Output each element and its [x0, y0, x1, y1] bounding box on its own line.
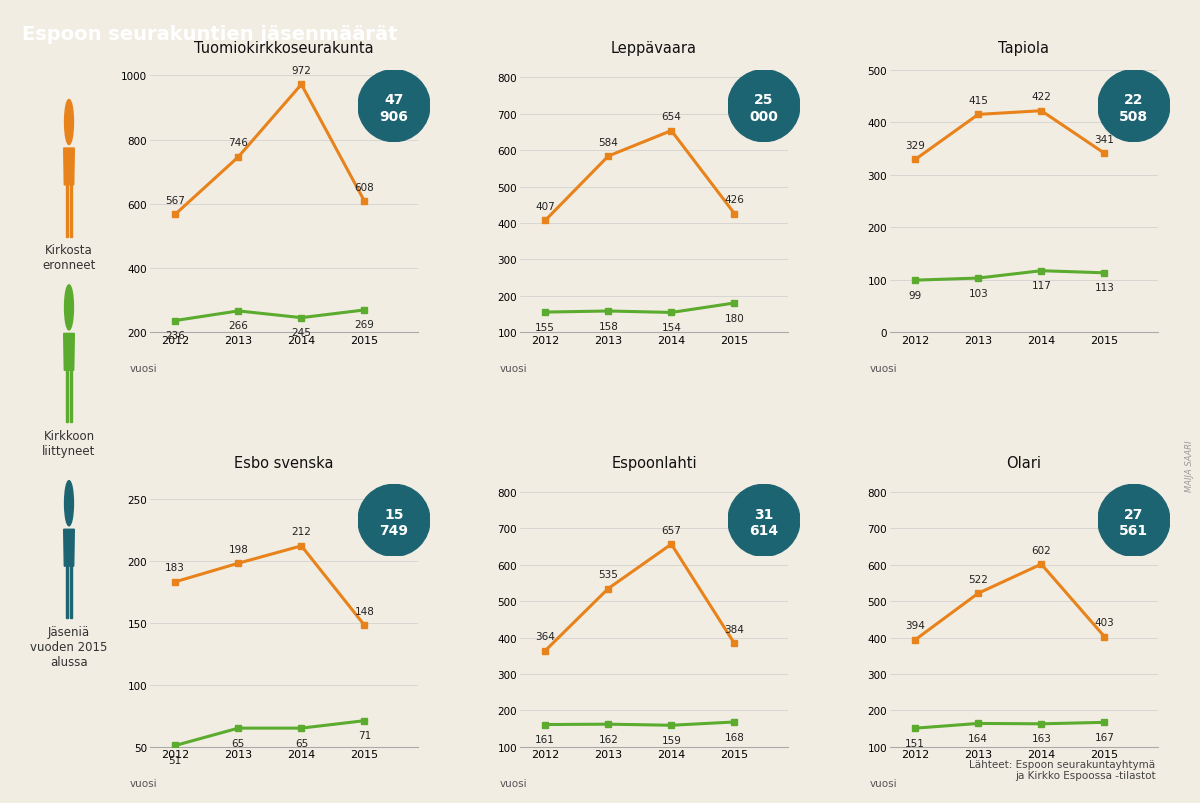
- Text: 27: 27: [1124, 507, 1144, 521]
- Text: 155: 155: [535, 322, 556, 332]
- Text: 567: 567: [166, 195, 185, 206]
- Polygon shape: [64, 530, 74, 566]
- Circle shape: [1098, 71, 1170, 142]
- Text: 65: 65: [232, 738, 245, 748]
- Polygon shape: [70, 565, 72, 618]
- Title: Leppävaara: Leppävaara: [611, 41, 697, 56]
- Polygon shape: [64, 334, 74, 371]
- Text: 364: 364: [535, 631, 556, 642]
- Text: 584: 584: [599, 137, 618, 147]
- Text: 746: 746: [228, 138, 248, 148]
- Text: 522: 522: [968, 574, 988, 584]
- Text: 161: 161: [535, 734, 556, 744]
- Text: 654: 654: [661, 112, 682, 122]
- Text: Lähteet: Espoon seurakuntayhtymä
ja Kirkko Espoossa -tilastot: Lähteet: Espoon seurakuntayhtymä ja Kirk…: [970, 759, 1156, 781]
- Text: 71: 71: [358, 730, 371, 740]
- Text: 245: 245: [292, 328, 311, 338]
- Polygon shape: [66, 370, 68, 422]
- Text: 148: 148: [354, 606, 374, 616]
- Text: 154: 154: [661, 323, 682, 332]
- Text: 236: 236: [166, 331, 185, 340]
- Text: 394: 394: [905, 621, 925, 630]
- Text: 47: 47: [384, 93, 403, 107]
- Text: vuosi: vuosi: [130, 778, 157, 788]
- Text: 183: 183: [166, 563, 185, 573]
- Text: vuosi: vuosi: [870, 778, 898, 788]
- Text: 508: 508: [1120, 110, 1148, 124]
- Text: MAIJA SAARI: MAIJA SAARI: [1184, 440, 1194, 491]
- Text: 329: 329: [905, 141, 925, 151]
- Text: 198: 198: [228, 544, 248, 554]
- Text: 535: 535: [599, 569, 618, 579]
- Text: 25: 25: [754, 93, 774, 107]
- Text: 561: 561: [1120, 524, 1148, 538]
- Text: 15: 15: [384, 507, 403, 521]
- Text: vuosi: vuosi: [500, 364, 528, 374]
- Text: Kirkkoon
liittyneet: Kirkkoon liittyneet: [42, 430, 96, 457]
- Text: 614: 614: [749, 524, 779, 538]
- Title: Olari: Olari: [1007, 455, 1042, 471]
- Polygon shape: [70, 185, 72, 238]
- Text: 99: 99: [908, 291, 922, 300]
- Text: Kirkosta
eronneet: Kirkosta eronneet: [42, 244, 96, 272]
- Polygon shape: [70, 370, 72, 422]
- Text: 151: 151: [905, 738, 925, 748]
- Text: 608: 608: [354, 182, 374, 193]
- Text: 212: 212: [292, 527, 311, 536]
- Title: Tapiola: Tapiola: [998, 41, 1050, 56]
- Polygon shape: [66, 565, 68, 618]
- Text: 180: 180: [725, 313, 744, 323]
- Text: 906: 906: [379, 110, 408, 124]
- Title: Tuomiokirkkoseurakunta: Tuomiokirkkoseurakunta: [194, 41, 374, 56]
- Text: 167: 167: [1094, 732, 1115, 742]
- Text: 749: 749: [379, 524, 408, 538]
- Text: 51: 51: [169, 755, 182, 765]
- Text: 22: 22: [1124, 93, 1144, 107]
- Circle shape: [65, 285, 73, 331]
- Text: 422: 422: [1031, 92, 1051, 102]
- Circle shape: [65, 100, 73, 145]
- Text: 164: 164: [968, 733, 988, 743]
- Text: 163: 163: [1031, 733, 1051, 744]
- Text: 426: 426: [725, 194, 744, 205]
- Text: 103: 103: [968, 288, 988, 298]
- Text: 158: 158: [599, 321, 618, 331]
- Circle shape: [728, 71, 800, 142]
- Polygon shape: [64, 149, 74, 185]
- Text: 657: 657: [661, 525, 682, 535]
- Circle shape: [65, 481, 73, 526]
- Circle shape: [358, 71, 430, 142]
- Title: Esbo svenska: Esbo svenska: [234, 455, 334, 471]
- Text: 266: 266: [228, 321, 248, 331]
- Title: Espoonlahti: Espoonlahti: [611, 455, 697, 471]
- Text: 113: 113: [1094, 283, 1115, 293]
- Text: 415: 415: [968, 96, 988, 106]
- Text: 403: 403: [1094, 618, 1115, 627]
- Circle shape: [1098, 485, 1170, 556]
- Text: 269: 269: [354, 320, 374, 330]
- Text: 31: 31: [755, 507, 774, 521]
- Text: 341: 341: [1094, 134, 1115, 145]
- Circle shape: [358, 485, 430, 556]
- Text: 162: 162: [599, 734, 618, 744]
- Polygon shape: [66, 185, 68, 238]
- Text: 972: 972: [292, 66, 311, 75]
- Text: 602: 602: [1032, 545, 1051, 555]
- Text: vuosi: vuosi: [870, 364, 898, 374]
- Text: 65: 65: [295, 738, 308, 748]
- Text: 168: 168: [725, 732, 744, 742]
- Text: Espoon seurakuntien jäsenmäärät: Espoon seurakuntien jäsenmäärät: [22, 25, 397, 43]
- Text: vuosi: vuosi: [130, 364, 157, 374]
- Text: 000: 000: [750, 110, 779, 124]
- Circle shape: [728, 485, 800, 556]
- Text: 117: 117: [1031, 281, 1051, 291]
- Text: vuosi: vuosi: [500, 778, 528, 788]
- Text: 384: 384: [725, 624, 744, 634]
- Text: 159: 159: [661, 735, 682, 745]
- Text: 407: 407: [535, 202, 556, 212]
- Text: Jäseniä
vuoden 2015
alussa: Jäseniä vuoden 2015 alussa: [30, 625, 108, 668]
